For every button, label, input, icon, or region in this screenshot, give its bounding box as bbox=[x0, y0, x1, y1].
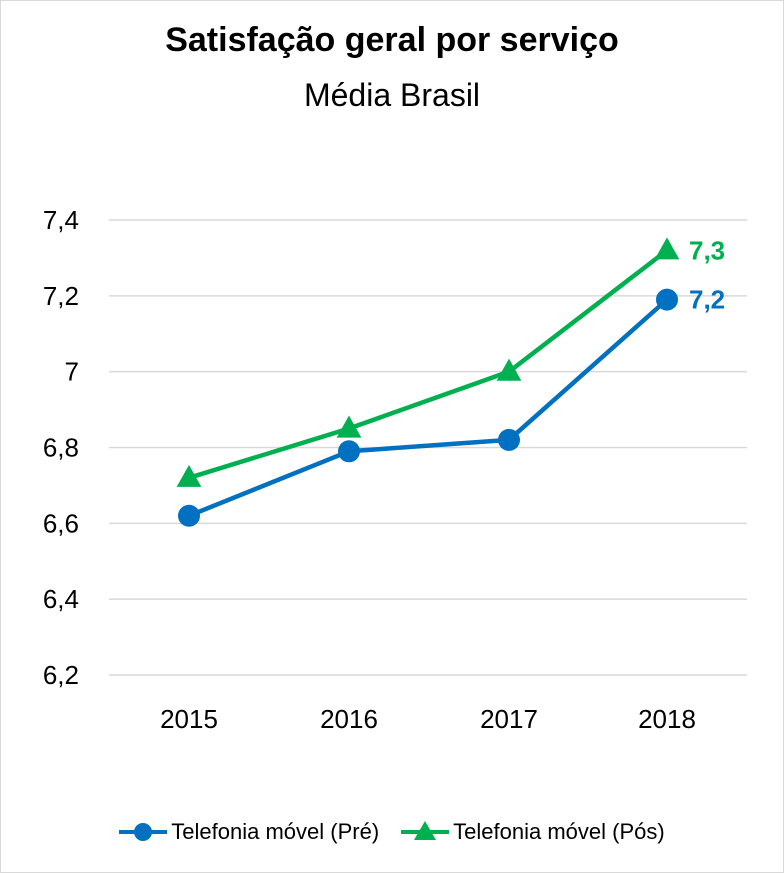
data-label: 7,3 bbox=[689, 235, 725, 265]
data-point-triangle bbox=[176, 464, 202, 487]
y-tick-label: 7,2 bbox=[43, 281, 79, 311]
series-line bbox=[188, 248, 669, 480]
chart-legend: Telefonia móvel (Pré) Telefonia móvel (Pó… bbox=[1, 819, 783, 845]
data-point-circle bbox=[178, 504, 200, 527]
y-tick-label: 7,4 bbox=[43, 205, 79, 235]
data-point-triangle bbox=[654, 237, 680, 260]
x-tick-label: 2018 bbox=[638, 704, 696, 734]
y-tick-label: 6,6 bbox=[43, 508, 79, 538]
legend-label: Telefonia móvel (Pré) bbox=[171, 819, 380, 844]
chart-subtitle: Média Brasil bbox=[303, 77, 481, 113]
x-tick-label: 2017 bbox=[480, 704, 538, 734]
series-line bbox=[188, 297, 669, 518]
chart-title: Satisfação geral por serviço bbox=[165, 21, 619, 59]
data-point-triangle bbox=[336, 415, 362, 438]
y-tick-label: 6,4 bbox=[43, 584, 79, 614]
x-tick-label: 2015 bbox=[160, 704, 218, 734]
legend-item: Telefonia móvel (Pré) bbox=[119, 819, 379, 845]
y-tick-label: 6,8 bbox=[43, 433, 79, 463]
legend-circle-marker-icon bbox=[119, 823, 168, 841]
legend-item: Telefonia móvel (Pós) bbox=[401, 819, 665, 845]
x-tick-label: 2016 bbox=[320, 704, 378, 734]
data-point-circle bbox=[338, 440, 360, 463]
legend-label: Telefonia móvel (Pós) bbox=[453, 819, 665, 844]
data-point-triangle bbox=[496, 358, 522, 381]
data-label: 7,2 bbox=[689, 285, 725, 315]
data-point-circle bbox=[498, 428, 520, 451]
legend-triangle-marker-icon bbox=[401, 821, 450, 840]
y-tick-label: 7 bbox=[65, 357, 79, 387]
y-tick-label: 6,2 bbox=[43, 660, 79, 690]
data-point-circle bbox=[656, 288, 678, 311]
